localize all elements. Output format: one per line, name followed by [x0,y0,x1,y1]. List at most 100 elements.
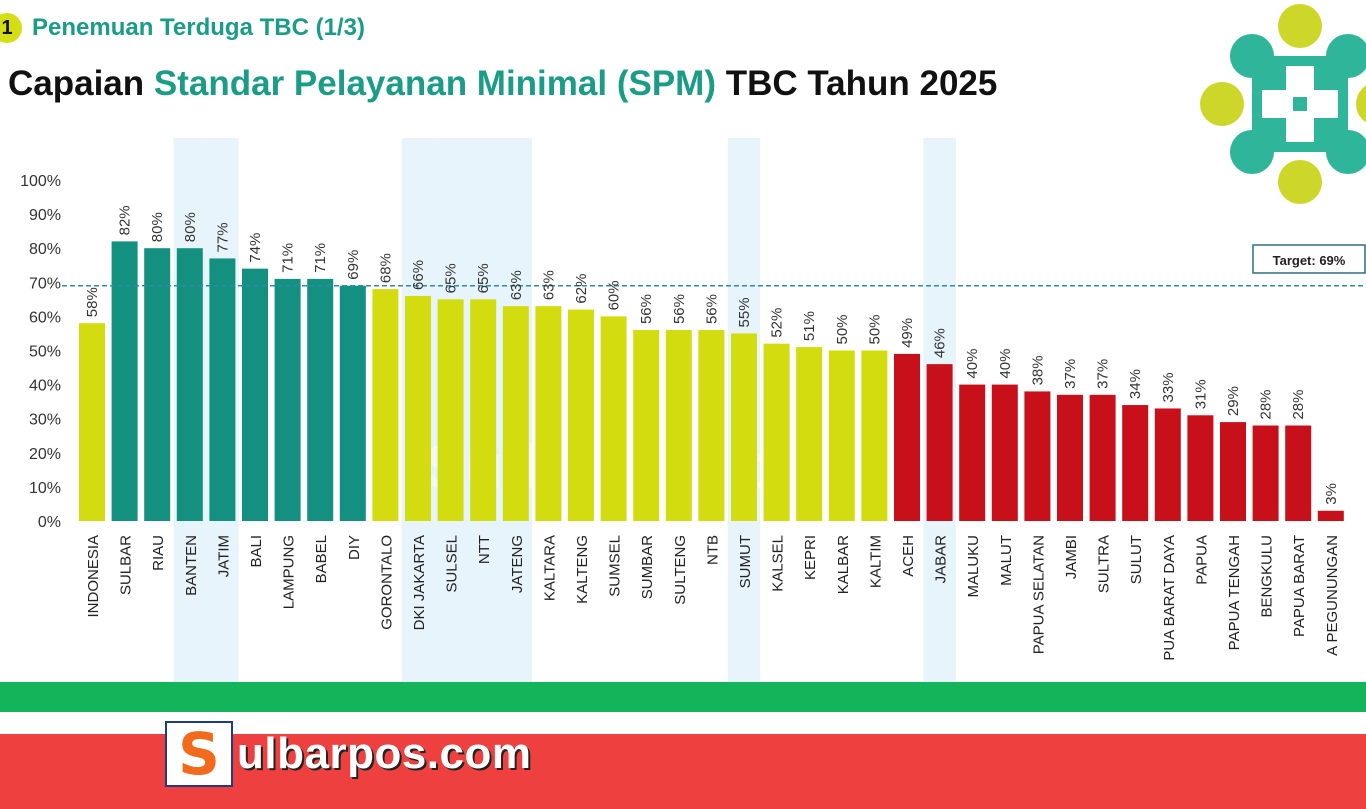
bar [828,350,855,521]
brand-name-part2: com [439,729,532,778]
category-label: GORONTALO [378,535,395,630]
category-label: KALTIM [867,535,884,588]
bar [111,241,138,521]
bar [1057,394,1083,521]
value-label: 49% [899,318,916,348]
category-label: BABEL [313,535,330,583]
bar [600,316,627,521]
bar [959,384,986,521]
bar [79,323,105,521]
bar [144,248,171,521]
brand-name: ulbarpos.com [237,729,532,779]
y-tick-label: 30% [29,412,61,429]
value-label: 28% [1290,389,1307,419]
value-label: 60% [606,280,623,310]
y-tick-label: 0% [38,514,61,531]
bar [568,309,594,521]
bar [437,299,464,521]
y-tick-label: 60% [29,309,61,326]
category-label: LAMPUNG [281,535,298,609]
category-label: SULTENG [672,535,689,605]
chart-title: Capaian Standar Pelayanan Minimal (SPM) … [8,64,997,104]
bar [470,299,497,521]
value-label: 29% [1225,386,1242,416]
value-label: 33% [1160,372,1177,402]
category-label: PAPUA BARAT [1291,535,1308,637]
category-label: BANTEN [183,535,200,596]
bar [633,330,660,521]
value-label: 69% [345,250,362,280]
footer-green-stripe [0,682,1366,712]
bar [242,268,268,521]
value-label: 37% [1095,359,1112,389]
value-label: 38% [1029,355,1046,385]
category-label: KEPRI [802,535,819,580]
bar [665,330,692,521]
value-label: 46% [932,328,949,358]
category-label: SULSEL [444,535,461,593]
title-highlight: Standar Pelayanan Minimal (SPM) [153,64,716,103]
brand-s-icon: S [165,721,233,787]
brand-logo: S ulbarpos.com [165,721,532,787]
bar [731,333,757,521]
category-label: KALBAR [835,535,852,594]
category-label: SULTRA [1096,535,1113,593]
bar [1089,394,1116,521]
category-label: PAPUA SELATAN [1030,535,1047,654]
category-label: KALSEL [770,535,787,592]
bar [1122,405,1149,521]
value-label: 56% [671,294,688,324]
section-number-badge: 1 [0,13,22,43]
bar [307,278,334,521]
value-label: 58% [84,287,101,317]
value-label: 82% [117,205,134,235]
category-label: JATIM [215,535,232,577]
title-prefix: Capaian [8,64,154,103]
value-label: 50% [866,314,883,344]
bar [176,248,203,521]
value-label: 37% [1062,359,1079,389]
category-label: PAPUA [1193,535,1210,585]
bar [861,350,888,521]
category-label: ACEH [900,535,917,577]
bar [894,353,920,521]
bar [796,347,823,521]
category-label: KALTARA [541,535,558,601]
value-label: 40% [964,349,981,379]
y-tick-label: 80% [29,241,61,258]
value-label: 80% [149,212,166,242]
category-label: SUMUT [737,535,754,588]
bar [535,306,562,521]
value-label: 62% [573,274,590,304]
section-label: Penemuan Terduga TBC (1/3) [32,14,365,41]
target-label: Target: 69% [1273,253,1346,268]
value-label: 3% [1323,483,1340,505]
y-tick-label: 90% [29,207,61,224]
bar [1220,422,1246,521]
category-label: BENGKULU [1259,535,1276,618]
value-label: 31% [1192,379,1209,409]
brand-name-part1: ulbarpos [237,729,427,778]
category-label: KALTENG [574,535,591,604]
value-label: 50% [834,314,851,344]
value-label: 51% [801,311,818,341]
bar [1317,510,1344,521]
category-label: SUMBAR [639,535,656,599]
category-label: INDONESIA [85,535,102,618]
health-ministry-logo-icon [1200,4,1366,204]
value-label: 28% [1258,389,1275,419]
value-label: 80% [182,212,199,242]
y-tick-label: 70% [29,275,61,292]
category-label: JABAR [933,535,950,584]
category-label: NTT [476,535,493,564]
value-label: 65% [443,263,460,293]
value-label: 52% [769,308,786,338]
bar [372,289,399,521]
target-box [1252,244,1366,274]
value-label: 56% [703,294,720,324]
y-tick-label: 100% [20,173,61,190]
value-label: 63% [540,270,557,300]
brand-icon-letter: S [178,720,220,788]
bar [405,295,431,521]
value-label: 71% [312,243,329,273]
